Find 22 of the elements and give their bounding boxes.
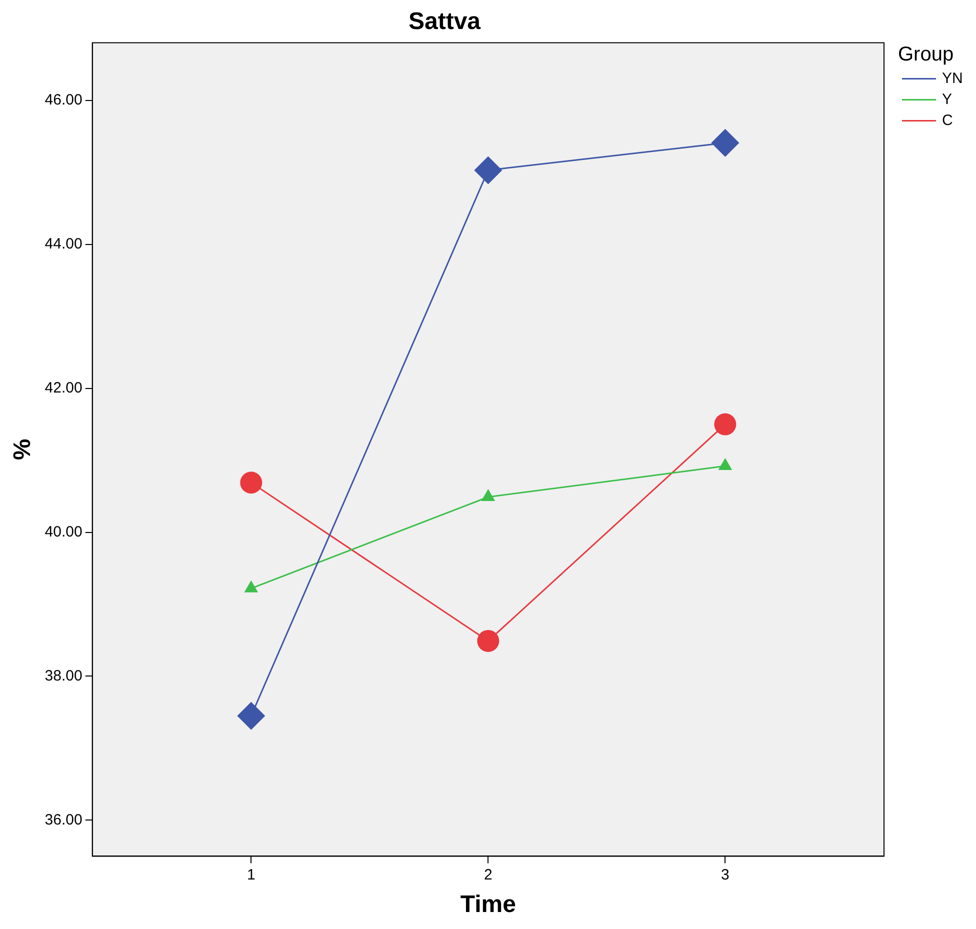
point: [711, 128, 740, 157]
legend-title: Group: [898, 43, 954, 66]
y-tick-label: 38.00: [44, 667, 82, 684]
point: [477, 630, 500, 652]
y-tick-label: 42.00: [44, 379, 82, 396]
x-axis-title: Time: [460, 891, 516, 918]
y-tick-label: 36.00: [44, 811, 82, 828]
point: [474, 156, 502, 184]
chart-title: Sattva: [408, 8, 482, 36]
legend-label: Y: [942, 90, 952, 108]
y-tick-label: 40.00: [44, 523, 82, 540]
point: [714, 413, 736, 436]
legend-label: C: [942, 112, 953, 129]
point: [240, 472, 262, 494]
x-tick-label: 3: [721, 866, 730, 884]
y-tick-label: 46.00: [44, 92, 82, 109]
legend-label: YN: [942, 70, 963, 87]
x-tick-label: 2: [484, 866, 492, 884]
y-tick-label: 44.00: [44, 235, 82, 252]
x-tick-label: 1: [246, 866, 256, 884]
point: [237, 702, 266, 730]
y-axis-title: %: [9, 438, 36, 460]
